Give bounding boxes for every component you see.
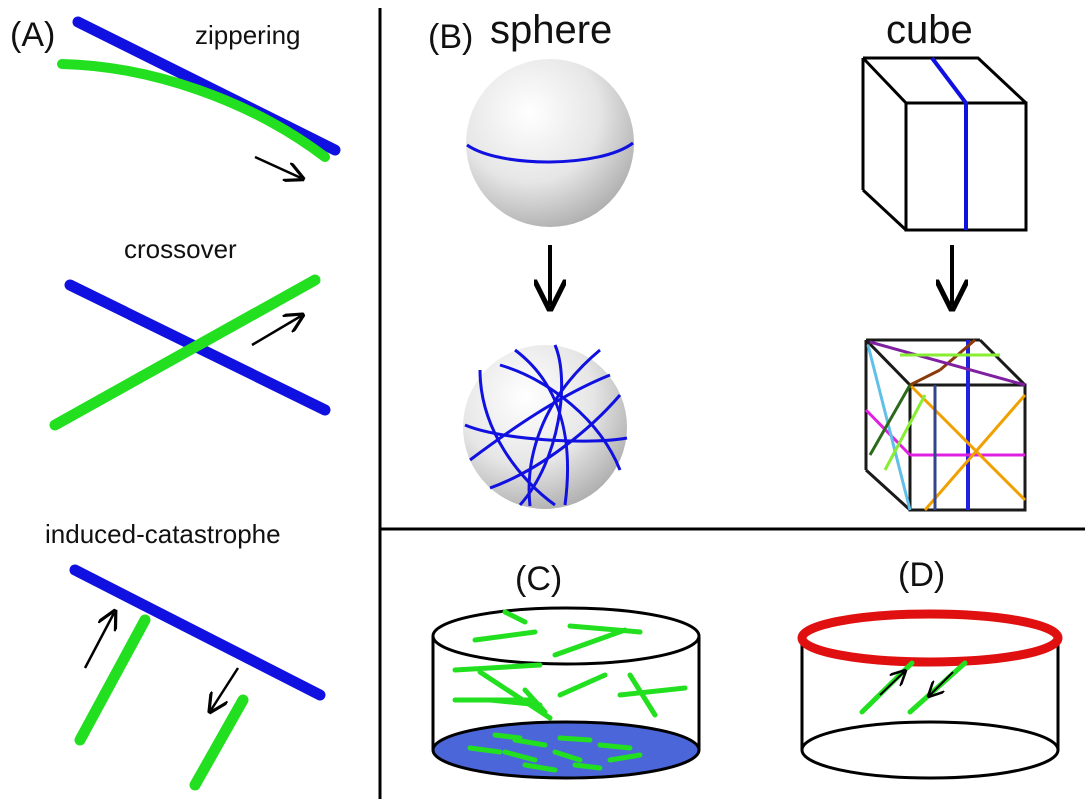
cube-final bbox=[864, 338, 1027, 512]
crossover-label: crossover bbox=[124, 234, 237, 264]
panel-b-label: (B) bbox=[428, 18, 474, 56]
microtubule-filaments bbox=[452, 609, 688, 773]
sphere-body bbox=[463, 345, 627, 509]
cube-initial bbox=[861, 56, 1028, 232]
panel-c-label: (C) bbox=[515, 560, 563, 598]
equatorial-microtubule bbox=[466, 141, 634, 164]
zippering-label: zippering bbox=[195, 20, 301, 50]
direction-arrow bbox=[930, 671, 954, 695]
green-microtubule bbox=[74, 614, 151, 746]
microtubule bbox=[883, 394, 927, 471]
sphere-body bbox=[466, 59, 634, 227]
cube-edge bbox=[861, 188, 908, 232]
cube-top-edges bbox=[863, 56, 1028, 105]
panel-a bbox=[49, 16, 341, 791]
induced-catastrophe-label: induced-catastrophe bbox=[45, 519, 281, 549]
direction-arrow bbox=[254, 155, 301, 178]
red-ring bbox=[797, 609, 1063, 667]
dish-rim bbox=[431, 606, 701, 666]
panel-d bbox=[797, 609, 1063, 780]
microtubule bbox=[866, 344, 912, 511]
microtubule bbox=[864, 408, 912, 457]
microtubule bbox=[909, 368, 941, 387]
blue-microtubule bbox=[69, 564, 326, 701]
microtubule bbox=[908, 383, 1027, 502]
microtubule bbox=[923, 394, 1027, 511]
cube-microtubule bbox=[930, 56, 968, 230]
panel-d-label: (D) bbox=[898, 556, 946, 594]
sphere-final bbox=[463, 344, 628, 509]
crossover-diagram bbox=[49, 274, 331, 431]
zippering-diagram bbox=[57, 16, 341, 178]
green-microtubule bbox=[57, 59, 330, 162]
panel-b bbox=[463, 56, 1028, 512]
direction-arrow bbox=[251, 316, 301, 347]
panel-a-label: (A) bbox=[10, 16, 56, 54]
cube-title: cube bbox=[886, 8, 973, 52]
cube-edge bbox=[864, 338, 912, 387]
sphere-initial bbox=[466, 59, 634, 227]
microtubule bbox=[868, 384, 912, 456]
shrink-arrow bbox=[211, 667, 240, 710]
direction-arrow bbox=[879, 672, 904, 696]
green-microtubule bbox=[49, 274, 321, 431]
panel-c bbox=[431, 606, 701, 780]
cube-edge bbox=[861, 56, 908, 105]
cylinder-bottom bbox=[800, 720, 1060, 780]
cube-edge bbox=[978, 338, 1027, 387]
microtubule-network bbox=[464, 344, 628, 507]
cube-edge bbox=[864, 468, 912, 512]
green-microtubule-short bbox=[189, 694, 249, 791]
sphere-title: sphere bbox=[490, 8, 613, 52]
growth-arrow bbox=[83, 613, 114, 669]
microtubule bbox=[869, 340, 1026, 387]
induced-catastrophe-diagram bbox=[69, 564, 326, 791]
